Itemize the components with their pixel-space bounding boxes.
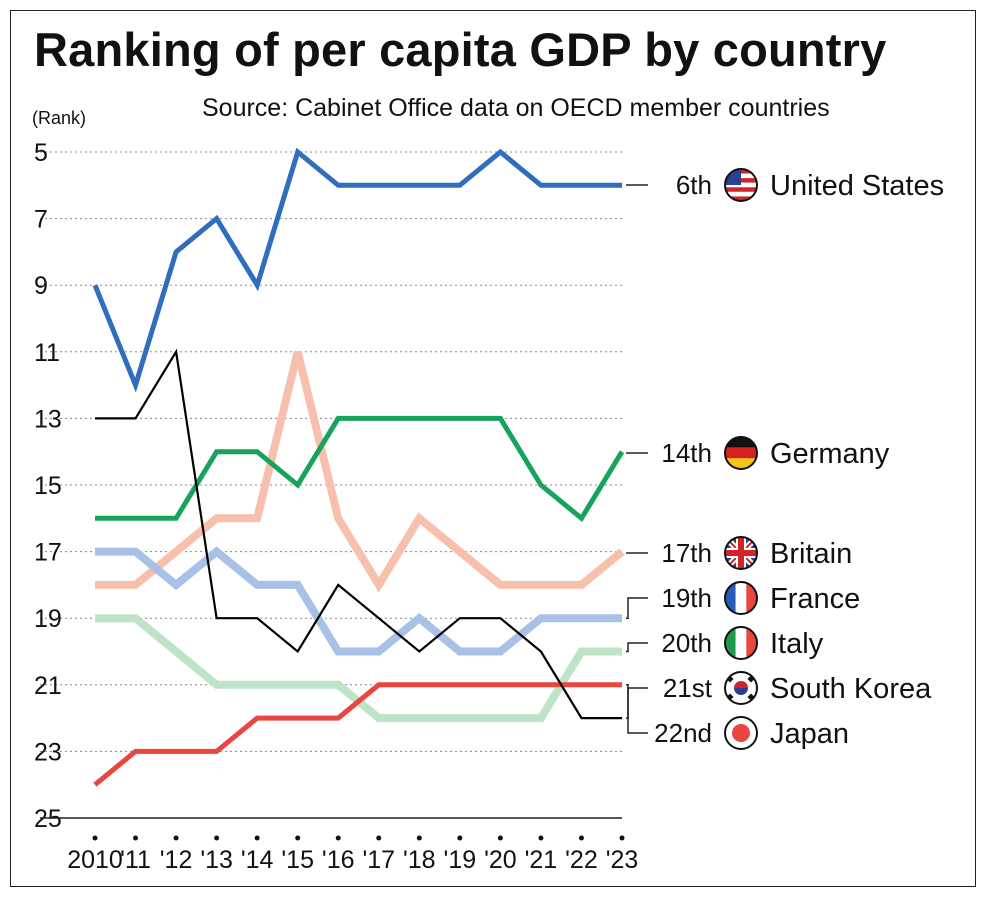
- x-tick-label: '22: [565, 846, 598, 874]
- rank-label: 6th: [676, 170, 712, 200]
- x-tick-label: '14: [241, 846, 274, 874]
- italy-flag-icon: [724, 626, 758, 660]
- x-tick-label: '21: [525, 846, 558, 874]
- x-tick-label: '20: [484, 846, 517, 874]
- y-tick-label: 25: [34, 805, 62, 833]
- x-tick-label: 2010: [67, 846, 123, 874]
- x-tick-label: '12: [160, 846, 193, 874]
- x-tick-label: '16: [322, 846, 355, 874]
- y-tick-label: 23: [34, 738, 62, 766]
- x-tick-dot: [497, 835, 503, 841]
- y-tick-label: 11: [34, 339, 60, 367]
- rank-label: 14th: [661, 438, 712, 468]
- y-axis-label: (Rank): [32, 108, 87, 128]
- uk-flag-icon: [724, 536, 758, 570]
- y-tick-label: 19: [34, 605, 62, 633]
- y-tick-label: 15: [34, 472, 62, 500]
- leader-line: [626, 687, 648, 719]
- x-tick-label: '15: [281, 846, 314, 874]
- x-tick-label: '17: [362, 846, 395, 874]
- x-tick-dot: [457, 835, 463, 841]
- y-tick-label: 9: [34, 272, 48, 300]
- x-tick-dot: [578, 835, 584, 841]
- end-label-germany: 14th Germany: [626, 436, 890, 470]
- country-label: Germany: [770, 438, 890, 470]
- rank-label: 22nd: [654, 718, 712, 748]
- country-label: Japan: [770, 718, 849, 750]
- x-tick-dot: [92, 835, 98, 841]
- country-label: Italy: [770, 628, 824, 660]
- x-tick-dot: [254, 835, 260, 841]
- rank-label: 20th: [661, 628, 712, 658]
- x-tick-label: '11: [120, 846, 151, 874]
- leader-line: [626, 642, 648, 653]
- x-tick-dot: [538, 835, 544, 841]
- x-tick-dot: [214, 835, 220, 841]
- series-line-united-states: [92, 147, 622, 393]
- chart-title: Ranking of per capita GDP by country: [34, 23, 887, 76]
- country-label: United States: [770, 170, 944, 202]
- series-line-france: [95, 546, 622, 656]
- x-tick-label: '18: [403, 846, 436, 874]
- france-flag-icon: [724, 581, 758, 615]
- y-tick-label: 5: [34, 139, 48, 167]
- x-tick-label: '13: [200, 846, 233, 874]
- x-tick-dot: [295, 835, 301, 841]
- rank-label: 19th: [661, 583, 712, 613]
- y-tick-label: 7: [34, 206, 48, 234]
- leader-line: [626, 684, 648, 734]
- us-flag-icon: [724, 168, 758, 202]
- end-label-britain: 17th Britain: [626, 536, 852, 570]
- end-label-france: 19th France: [626, 581, 860, 619]
- x-tick-dot: [376, 835, 382, 841]
- x-tick-label: '19: [444, 846, 477, 874]
- series-line-south-korea: [95, 348, 622, 720]
- end-label-japan: 22nd Japan: [626, 684, 849, 750]
- country-label: South Korea: [770, 673, 932, 705]
- x-tick-label: '23: [606, 846, 639, 874]
- x-tick-dot: [335, 835, 341, 841]
- leader-line: [626, 597, 648, 619]
- korea-flag-icon: [724, 671, 758, 705]
- chart-source: Source: Cabinet Office data on OECD memb…: [202, 94, 830, 122]
- series-line-britain: [95, 350, 625, 593]
- chart-frame: [10, 10, 976, 887]
- x-tick-dot: [416, 835, 422, 841]
- series-line-japan: [93, 682, 622, 787]
- rank-label: 21st: [663, 673, 713, 703]
- country-label: France: [770, 583, 860, 615]
- series-line-germany: [95, 415, 625, 523]
- y-tick-label: 17: [34, 539, 62, 567]
- end-label-italy: 20th Italy: [626, 626, 824, 660]
- x-tick-dot: [173, 835, 179, 841]
- x-tick-dot: [619, 835, 625, 841]
- country-label: Britain: [770, 538, 852, 570]
- y-tick-label: 13: [34, 405, 62, 433]
- rank-label: 17th: [661, 538, 712, 568]
- end-label-united-states: 6th United States: [626, 168, 944, 202]
- japan-flag-icon: [724, 716, 758, 750]
- germany-flag-icon: [724, 436, 758, 470]
- x-tick-dot: [133, 835, 139, 841]
- y-tick-label: 21: [34, 672, 62, 700]
- end-label-south-korea: 21st South Korea: [626, 671, 932, 719]
